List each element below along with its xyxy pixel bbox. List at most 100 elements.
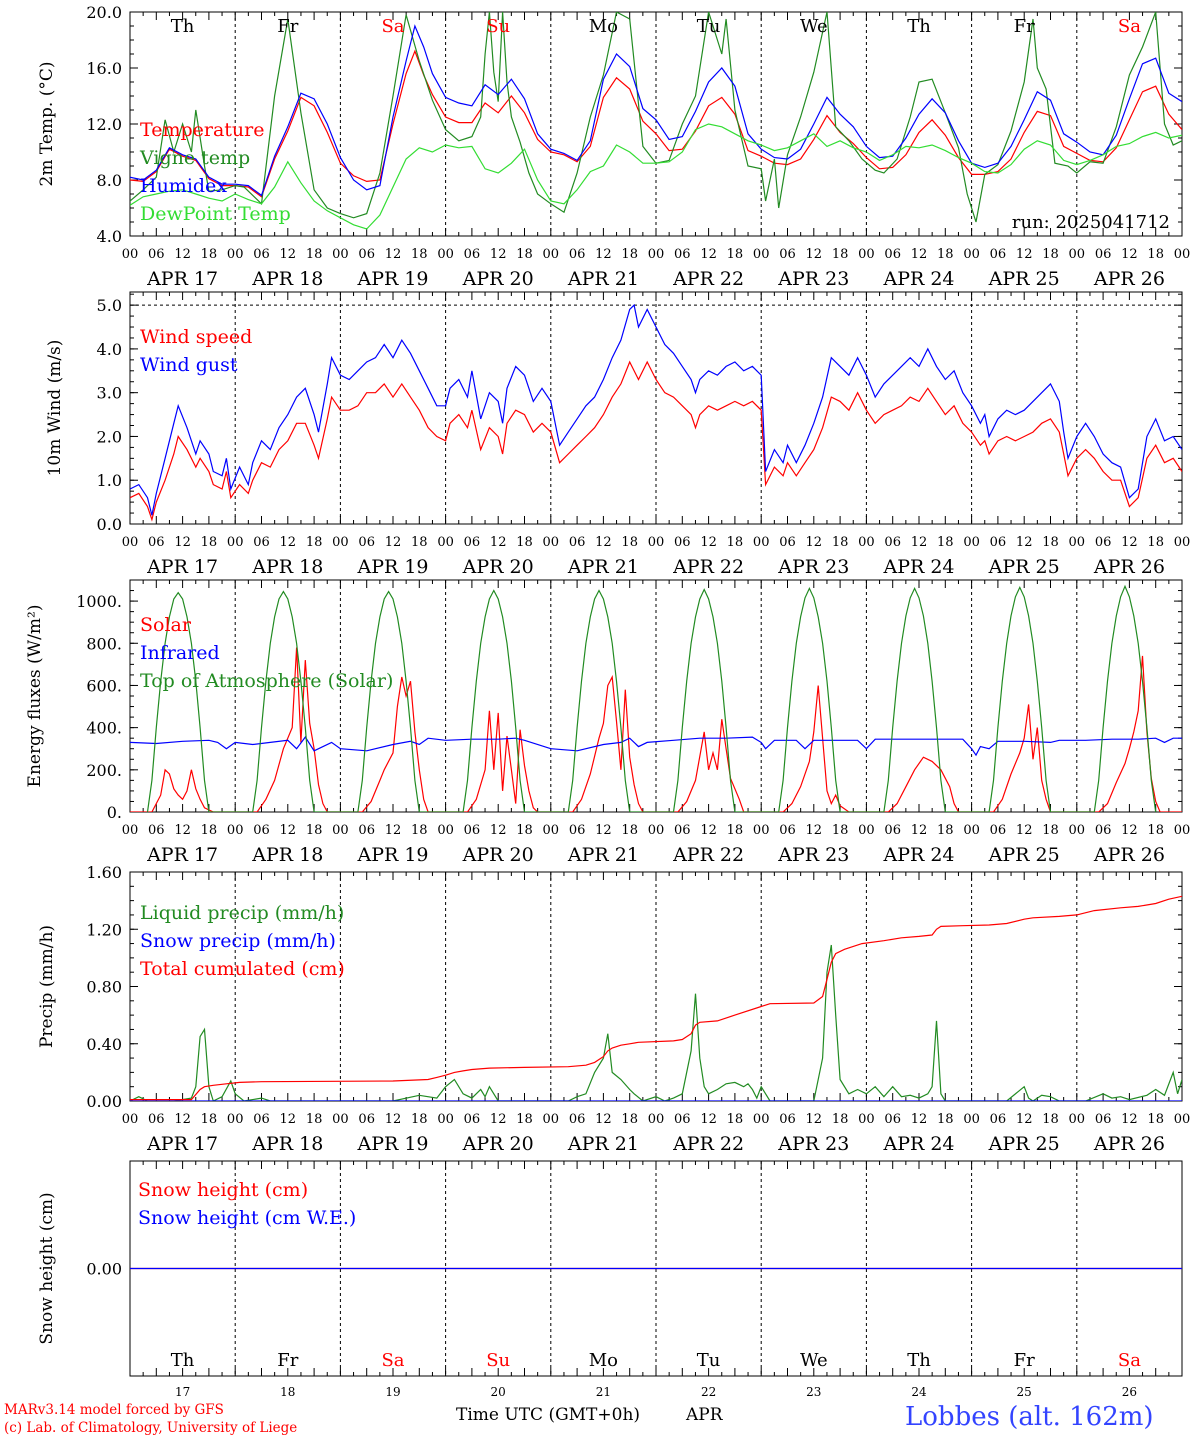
day-number-label: 25 xyxy=(1017,1385,1032,1399)
hour-tick-label: 18 xyxy=(1042,535,1059,550)
hour-tick-label: 00 xyxy=(1174,823,1191,838)
hour-tick-label: 12 xyxy=(385,535,402,550)
hour-tick-label: 06 xyxy=(1095,247,1112,262)
y-tick-label: 0.00 xyxy=(86,1260,122,1279)
hour-tick-label: 12 xyxy=(911,823,928,838)
hour-tick-label: 12 xyxy=(1121,1112,1138,1127)
hour-tick-label: 00 xyxy=(858,823,875,838)
hour-tick-label: 12 xyxy=(385,823,402,838)
date-label: APR 19 xyxy=(356,1133,428,1155)
day-number-label: 17 xyxy=(175,1385,190,1399)
hour-tick-label: 12 xyxy=(806,247,823,262)
hour-tick-label: 00 xyxy=(753,535,770,550)
hour-tick-label: 18 xyxy=(832,1112,849,1127)
day-number-label: 22 xyxy=(701,1385,716,1399)
legend-entry: Solar xyxy=(140,614,192,636)
hour-tick-label: 12 xyxy=(700,823,717,838)
hour-tick-label: 00 xyxy=(122,535,139,550)
date-label: APR 24 xyxy=(882,556,954,578)
y-axis-label: 10m Wind (m/s) xyxy=(45,340,65,477)
hour-tick-label: 00 xyxy=(227,535,244,550)
hour-tick-label: 06 xyxy=(779,1112,796,1127)
hour-tick-label: 12 xyxy=(490,1112,507,1127)
hour-tick-label: 12 xyxy=(1016,535,1033,550)
date-label: APR 21 xyxy=(567,556,639,578)
y-tick-label: 800. xyxy=(86,634,122,653)
weekday-label: Tu xyxy=(697,16,721,37)
y-axis-label: Precip (mm/h) xyxy=(37,925,57,1048)
date-label: APR 24 xyxy=(882,1133,954,1155)
hour-tick-label: 18 xyxy=(937,823,954,838)
legend-entry: Total cumulated (cm) xyxy=(140,958,345,980)
legend-entry: Infrared xyxy=(140,642,220,664)
y-tick-label: 0.80 xyxy=(86,978,122,997)
hour-tick-label: 18 xyxy=(621,1112,638,1127)
weekday-label: Su xyxy=(486,1350,510,1371)
hour-tick-label: 00 xyxy=(122,1112,139,1127)
day-number-label: 18 xyxy=(280,1385,295,1399)
hour-tick-label: 18 xyxy=(621,823,638,838)
date-label: APR 25 xyxy=(988,844,1060,866)
hour-tick-label: 00 xyxy=(437,247,454,262)
legend-entry: Snow precip (mm/h) xyxy=(140,930,336,952)
hour-tick-label: 18 xyxy=(201,823,218,838)
date-label: APR 23 xyxy=(777,844,849,866)
hour-tick-label: 06 xyxy=(884,823,901,838)
legend-entry: Temperature xyxy=(140,119,264,141)
hour-tick-label: 18 xyxy=(727,823,744,838)
hour-tick-label: 18 xyxy=(832,247,849,262)
hour-tick-label: 06 xyxy=(884,1112,901,1127)
hour-tick-label: 06 xyxy=(253,535,270,550)
hour-tick-label: 06 xyxy=(569,823,586,838)
legend-entry: Wind gust xyxy=(140,354,238,376)
hour-tick-label: 12 xyxy=(1016,823,1033,838)
date-label: APR 26 xyxy=(1093,1133,1165,1155)
hour-tick-label: 06 xyxy=(148,1112,165,1127)
hour-tick-label: 18 xyxy=(411,1112,428,1127)
hour-tick-label: 18 xyxy=(516,247,533,262)
hour-tick-label: 06 xyxy=(779,823,796,838)
hour-tick-label: 18 xyxy=(201,247,218,262)
y-tick-label: 16.0 xyxy=(86,59,122,78)
hour-tick-label: 00 xyxy=(227,1112,244,1127)
hour-tick-label: 00 xyxy=(1069,247,1086,262)
hour-tick-label: 00 xyxy=(753,247,770,262)
y-tick-label: 4.0 xyxy=(97,227,122,246)
hour-tick-label: 06 xyxy=(358,247,375,262)
date-label: APR 20 xyxy=(462,1133,534,1155)
hour-tick-label: 12 xyxy=(700,535,717,550)
date-label: APR 20 xyxy=(462,556,534,578)
hour-tick-label: 06 xyxy=(1095,823,1112,838)
date-label: APR 18 xyxy=(251,268,323,290)
series-line-top-of-atmosphere-solar- xyxy=(146,584,1157,812)
weekday-label: Fr xyxy=(1014,1350,1035,1371)
hour-tick-label: 00 xyxy=(858,535,875,550)
hour-tick-label: 18 xyxy=(1147,1112,1164,1127)
weekday-label: Sa xyxy=(381,16,404,37)
hour-tick-label: 18 xyxy=(727,535,744,550)
hour-tick-label: 18 xyxy=(516,823,533,838)
y-tick-label: 600. xyxy=(86,676,122,695)
hour-tick-label: 12 xyxy=(174,535,191,550)
hour-tick-label: 00 xyxy=(543,1112,560,1127)
hour-tick-label: 18 xyxy=(1147,823,1164,838)
hour-tick-label: 12 xyxy=(806,823,823,838)
date-label: APR 26 xyxy=(1093,556,1165,578)
hour-tick-label: 00 xyxy=(753,823,770,838)
hour-tick-label: 12 xyxy=(174,1112,191,1127)
legend-entry: Vigne temp xyxy=(139,147,250,169)
y-tick-label: 0.00 xyxy=(86,1092,122,1111)
date-label: APR 21 xyxy=(567,1133,639,1155)
hour-tick-label: 00 xyxy=(858,247,875,262)
hour-tick-label: 06 xyxy=(1095,1112,1112,1127)
weekday-label: Th xyxy=(907,1350,931,1371)
series-line-infrared xyxy=(130,736,1182,757)
day-number-label: 26 xyxy=(1122,1385,1137,1399)
date-label: APR 23 xyxy=(777,556,849,578)
weekday-label: Su xyxy=(486,16,510,37)
hour-tick-label: 12 xyxy=(174,247,191,262)
y-tick-label: 20.0 xyxy=(86,3,122,22)
hour-tick-label: 06 xyxy=(674,823,691,838)
hour-tick-label: 06 xyxy=(1095,535,1112,550)
y-tick-label: 12.0 xyxy=(86,115,122,134)
